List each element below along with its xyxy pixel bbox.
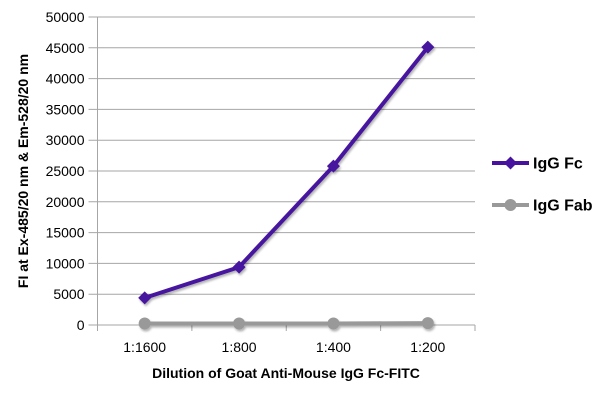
y-tick-label: 15000: [46, 225, 85, 241]
y-tick-label: 40000: [46, 71, 85, 87]
legend-item-igg-fab: IgG Fab: [492, 198, 593, 215]
y-tick-label: 25000: [46, 163, 85, 179]
y-axis-tick-labels: 0 5000 10000 15000 20000 25000 30000 35000 40000…: [46, 9, 85, 333]
data-point-marker: [138, 317, 151, 330]
data-point-marker: [327, 317, 340, 330]
data-point-marker: [138, 291, 152, 305]
series-igg-fc: [138, 40, 435, 305]
data-point-marker: [421, 40, 435, 54]
legend-marker-icon: [504, 199, 517, 211]
y-tick-label: 45000: [46, 40, 85, 56]
legend-item-igg-fc: IgG Fc: [492, 156, 583, 173]
data-point-marker: [326, 159, 340, 173]
axes: [97, 17, 476, 331]
legend-marker-icon: [504, 156, 517, 170]
x-tick-label: 1:1600: [123, 339, 166, 355]
y-tick-label: 20000: [46, 194, 85, 210]
x-axis-title: Dilution of Goat Anti-Mouse IgG Fc-FITC: [152, 365, 420, 381]
data-point-marker: [232, 260, 246, 274]
y-tick-label: 50000: [46, 9, 85, 25]
legend-label: IgG Fc: [533, 156, 583, 173]
data-point-marker: [421, 317, 434, 330]
y-tick-label: 5000: [53, 286, 84, 302]
legend-label: IgG Fab: [533, 198, 593, 215]
x-tick-label: 1:400: [316, 339, 351, 355]
legend: IgG Fc IgG Fab: [492, 156, 593, 215]
y-tick-label: 0: [77, 317, 85, 333]
y-tick-label: 30000: [46, 132, 85, 148]
x-tick-label: 1:800: [222, 339, 257, 355]
x-tick-label: 1:200: [410, 339, 445, 355]
y-tick-label: 35000: [46, 101, 85, 117]
x-axis-tick-labels: 1:1600 1:800 1:400 1:200: [123, 339, 445, 355]
data-series: [138, 40, 435, 330]
y-axis-title: FI at Ex-485/20 nm & Em-528/20 nm: [15, 54, 31, 288]
series-igg-fab: [138, 317, 434, 330]
series-line: [142, 45, 430, 300]
y-tick-label: 10000: [46, 255, 85, 271]
data-point-marker: [233, 317, 246, 330]
